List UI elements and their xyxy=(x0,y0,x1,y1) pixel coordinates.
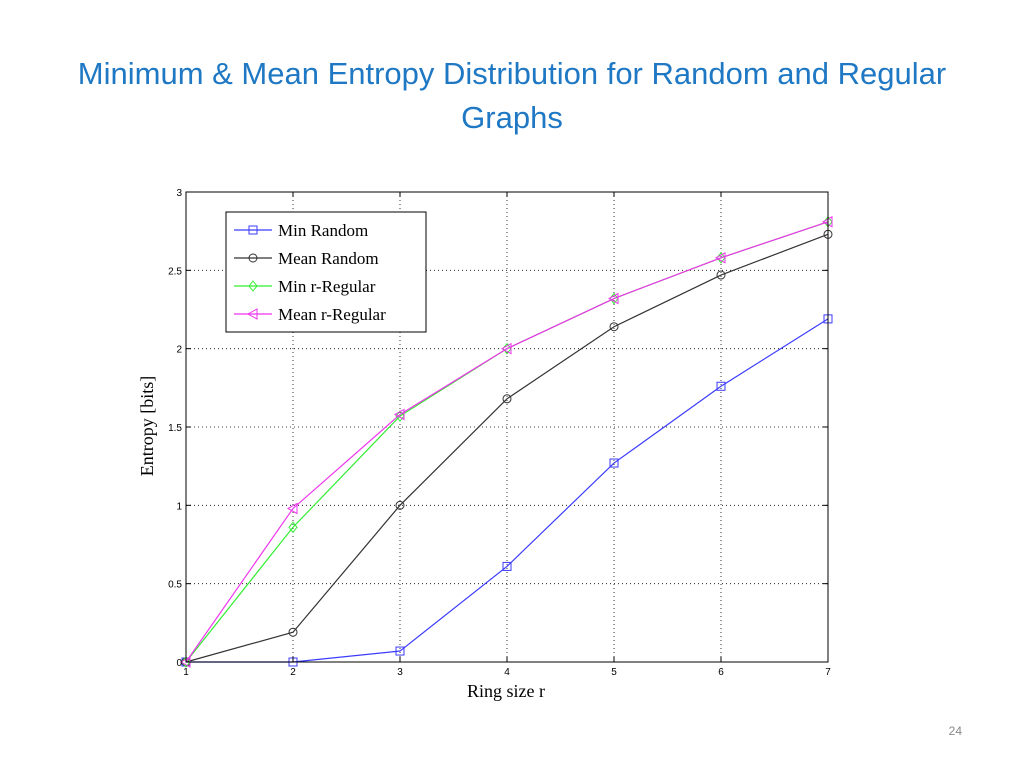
series-line-mean-random xyxy=(185,233,829,663)
legend-label: Mean Random xyxy=(278,249,379,268)
legend-swatch-marker xyxy=(248,280,258,292)
legend-swatch-marker xyxy=(248,225,258,235)
data-point-mean-random xyxy=(395,500,405,510)
x-tick-label: 2 xyxy=(290,667,296,678)
y-tick-label: 0.5 xyxy=(168,580,182,591)
data-point-min-r-regular xyxy=(288,521,298,534)
y-tick-label: 2.5 xyxy=(168,266,182,277)
data-point-mean-random xyxy=(716,270,726,280)
data-point-mean-random xyxy=(288,627,298,637)
series-line-mean-r-regular xyxy=(185,221,829,663)
y-tick-label: 0 xyxy=(176,658,182,669)
legend-label: Mean r-Regular xyxy=(278,305,386,324)
data-point-mean-random xyxy=(502,394,512,404)
series-line-min-random xyxy=(186,318,829,663)
legend-box xyxy=(225,211,427,333)
x-tick-label: 7 xyxy=(825,667,831,678)
data-point-mean-r-regular xyxy=(393,408,405,421)
x-tick-label: 4 xyxy=(504,667,510,678)
legend-label: Min r-Regular xyxy=(278,277,376,296)
x-tick-label: 1 xyxy=(183,667,189,678)
data-point-min-random xyxy=(716,381,726,391)
x-axis-label: Ring size r xyxy=(467,681,545,701)
tick-layer: 1 2 3 4 5 6 7 0 0.5 1 1.5 2 2.5 3 xyxy=(168,188,831,678)
data-point-min-r-regular xyxy=(395,410,405,422)
x-tick-label: 6 xyxy=(718,667,724,678)
series-min-random xyxy=(181,314,833,667)
legend-label: Min Random xyxy=(278,221,368,240)
data-point-min-random xyxy=(609,458,619,468)
x-tick-label: 3 xyxy=(397,667,403,678)
page-number: 24 xyxy=(948,724,962,738)
y-tick-label: 1.5 xyxy=(168,423,182,434)
y-tick-label: 3 xyxy=(176,188,182,199)
legend-swatch-marker xyxy=(248,253,258,263)
data-point-mean-r-regular xyxy=(500,342,512,355)
data-point-mean-r-regular xyxy=(607,292,619,305)
y-tick-label: 2 xyxy=(176,345,182,356)
slide-title: Minimum & Mean Entropy Distribution for … xyxy=(77,56,947,135)
data-point-min-random xyxy=(502,561,512,571)
legend-swatch-marker xyxy=(246,308,258,320)
series-mean-r-regular xyxy=(179,215,833,668)
x-tick-label: 5 xyxy=(611,667,617,678)
legend-entry-min-r-regular: Min r-Regular xyxy=(234,277,376,296)
data-point-mean-random xyxy=(609,322,619,332)
legend-entry-mean-r-regular: Mean r-Regular xyxy=(234,305,386,324)
legend-entry-min-random: Min Random xyxy=(234,221,368,240)
y-tick-label: 1 xyxy=(176,501,182,512)
legend-entry-mean-random: Mean Random xyxy=(234,249,379,268)
data-point-min-random xyxy=(395,646,405,656)
data-point-mean-r-regular xyxy=(286,502,298,515)
data-point-mean-r-regular xyxy=(714,251,726,264)
y-axis-label: Entropy [bits] xyxy=(137,376,157,477)
legend: Min Random Mean Random Min r-Regular Mean r… xyxy=(225,211,427,333)
